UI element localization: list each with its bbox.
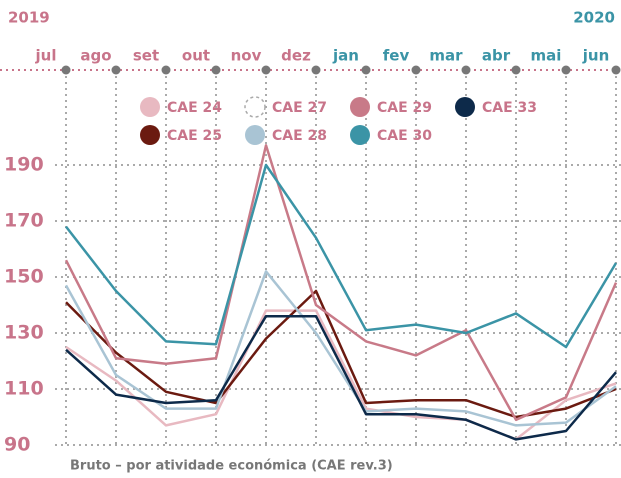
series-line: [65, 314, 617, 441]
legend-swatch: [140, 125, 160, 145]
x-tick-label: jan: [332, 47, 359, 65]
x-tick-label: ago: [80, 47, 111, 65]
legend-swatch: [140, 97, 160, 117]
x-tick-label: jul: [35, 47, 57, 65]
month-dot: [561, 65, 571, 75]
x-tick-label: jun: [582, 47, 610, 65]
month-dot: [611, 65, 621, 75]
legend-label: CAE 27: [272, 100, 327, 116]
legend-label: CAE 28: [272, 128, 327, 144]
x-tick-label: nov: [231, 47, 262, 65]
x-tick-label: abr: [482, 47, 511, 65]
month-dot: [211, 65, 221, 75]
legend-swatch: [244, 96, 266, 118]
y-tick-label: 130: [4, 322, 44, 344]
x-tick-label: set: [133, 47, 159, 65]
legend-swatch: [455, 97, 475, 117]
legend-label: CAE 33: [482, 100, 537, 116]
month-dot: [311, 65, 321, 75]
footnote: Bruto – por atividade económica (CAE rev…: [70, 459, 393, 474]
series-line: [65, 309, 617, 441]
month-dot: [411, 65, 421, 75]
year-end: 2020: [573, 9, 615, 27]
y-tick-label: 170: [4, 210, 44, 232]
year-start: 2019: [8, 9, 50, 27]
x-tick-label: out: [182, 47, 210, 65]
x-tick-label: mar: [429, 47, 463, 65]
legend-swatch: [245, 125, 265, 145]
legend-label: CAE 29: [377, 100, 432, 116]
legend-label: CAE 25: [167, 128, 222, 144]
y-tick-label: 190: [4, 154, 44, 176]
month-dot: [461, 65, 471, 75]
month-dot: [111, 65, 121, 75]
y-tick-label: 90: [4, 434, 30, 456]
month-dot: [261, 65, 271, 75]
y-tick-label: 110: [4, 378, 44, 400]
month-dot: [361, 65, 371, 75]
y-tick-label: 150: [4, 266, 44, 288]
month-dot: [161, 65, 171, 75]
legend-label: CAE 30: [377, 128, 432, 144]
legend-swatch: [350, 125, 370, 145]
series-line: [64, 270, 617, 427]
series-line: [65, 163, 618, 349]
series-line: [64, 144, 618, 422]
legend-swatch: [350, 97, 370, 117]
x-tick-label: mai: [531, 47, 562, 65]
x-tick-label: dez: [281, 47, 311, 65]
month-dot: [61, 65, 71, 75]
legend-label: CAE 24: [167, 100, 222, 116]
month-dot: [511, 65, 521, 75]
x-tick-label: fev: [383, 47, 410, 65]
